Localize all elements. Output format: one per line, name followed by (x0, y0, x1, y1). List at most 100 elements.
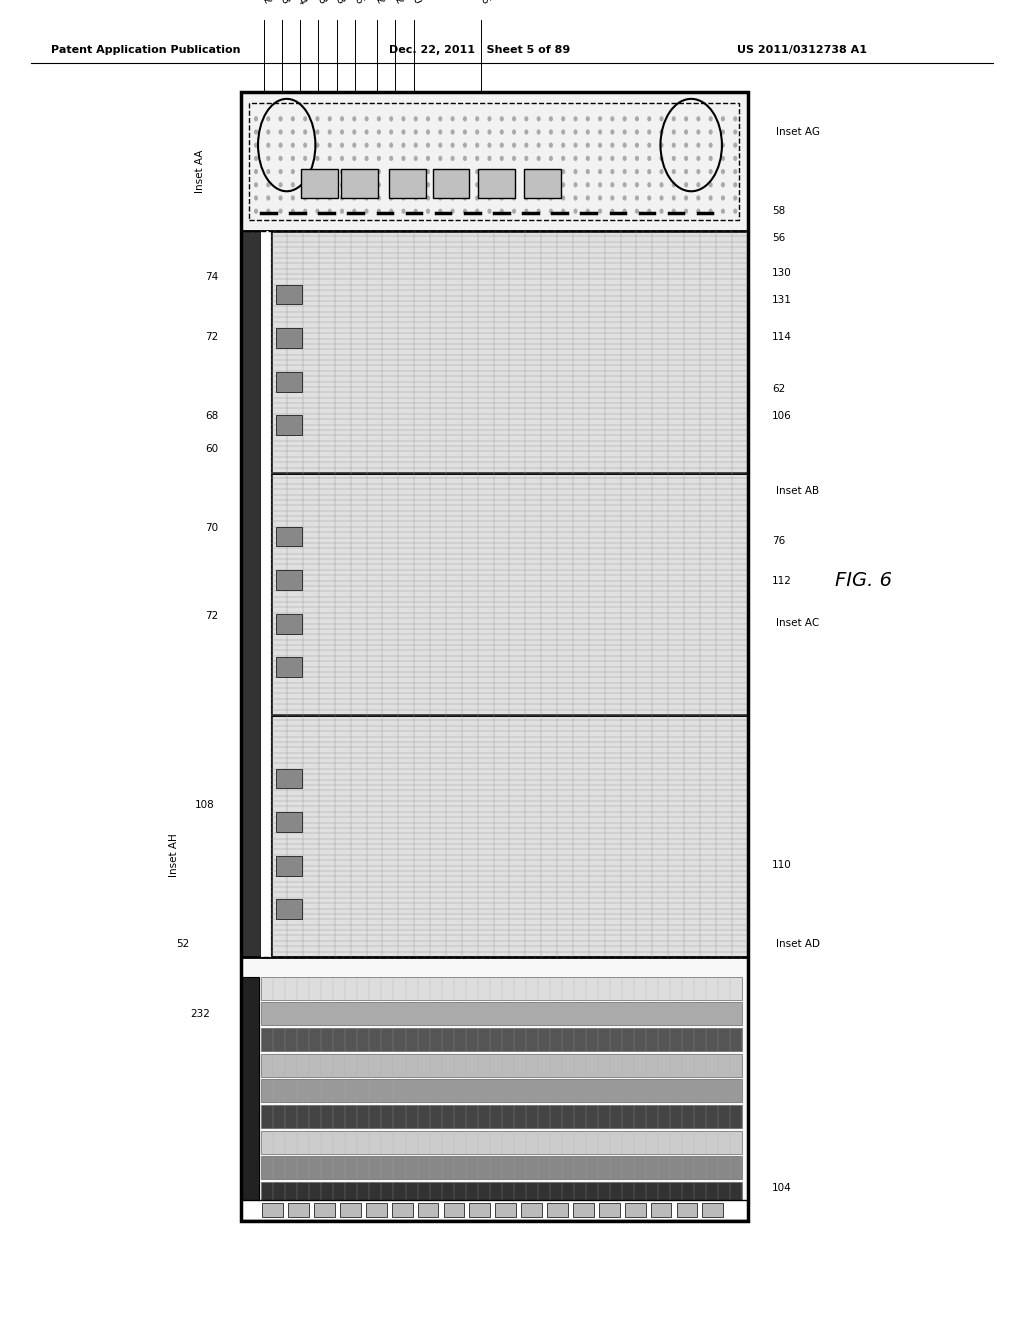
Circle shape (315, 209, 319, 214)
Circle shape (487, 156, 492, 161)
Circle shape (340, 169, 344, 174)
Text: 104: 104 (772, 1183, 792, 1193)
Circle shape (451, 129, 455, 135)
Circle shape (414, 169, 418, 174)
Circle shape (377, 116, 381, 121)
Circle shape (573, 143, 578, 148)
Text: 232: 232 (190, 1008, 210, 1019)
Text: Inset AC: Inset AC (776, 618, 819, 628)
Circle shape (352, 129, 356, 135)
Circle shape (537, 169, 541, 174)
Bar (241, 231, 261, 957)
Circle shape (401, 116, 406, 121)
Circle shape (537, 195, 541, 201)
Circle shape (573, 209, 578, 214)
Circle shape (500, 169, 504, 174)
Circle shape (291, 143, 295, 148)
Circle shape (549, 116, 553, 121)
Bar (314, 1203, 335, 1217)
Circle shape (279, 129, 283, 135)
Circle shape (647, 209, 651, 214)
Circle shape (365, 195, 369, 201)
Text: 114: 114 (772, 331, 792, 342)
Circle shape (561, 129, 565, 135)
Circle shape (696, 169, 700, 174)
Text: 76: 76 (772, 536, 785, 546)
Circle shape (451, 182, 455, 187)
Circle shape (328, 169, 332, 174)
Circle shape (279, 209, 283, 214)
Circle shape (573, 156, 578, 161)
Text: 60: 60 (205, 444, 218, 454)
Circle shape (586, 195, 590, 201)
Bar (276, 570, 302, 590)
Bar (276, 614, 302, 634)
Circle shape (352, 116, 356, 121)
Circle shape (426, 182, 430, 187)
Circle shape (500, 129, 504, 135)
Circle shape (623, 169, 627, 174)
Bar (276, 329, 302, 348)
Circle shape (709, 116, 713, 121)
Circle shape (438, 143, 442, 148)
Circle shape (561, 182, 565, 187)
Circle shape (573, 169, 578, 174)
Circle shape (463, 182, 467, 187)
Bar (261, 1183, 742, 1205)
Circle shape (647, 195, 651, 201)
Circle shape (377, 143, 381, 148)
Circle shape (623, 129, 627, 135)
Bar (432, 169, 469, 198)
Circle shape (389, 169, 393, 174)
Circle shape (647, 116, 651, 121)
Bar (677, 1203, 697, 1217)
Circle shape (352, 169, 356, 174)
Bar (443, 1203, 464, 1217)
Circle shape (610, 143, 614, 148)
Circle shape (266, 195, 270, 201)
Circle shape (365, 169, 369, 174)
Circle shape (512, 143, 516, 148)
Circle shape (426, 195, 430, 201)
Circle shape (303, 129, 307, 135)
Circle shape (254, 143, 258, 148)
Circle shape (598, 182, 602, 187)
Text: Inset AD: Inset AD (776, 939, 820, 949)
Circle shape (303, 182, 307, 187)
Text: Inset AH: Inset AH (169, 833, 179, 878)
Circle shape (672, 129, 676, 135)
Circle shape (512, 169, 516, 174)
Circle shape (365, 143, 369, 148)
Circle shape (672, 182, 676, 187)
Circle shape (279, 182, 283, 187)
Text: 74: 74 (205, 272, 218, 282)
Text: 112: 112 (772, 576, 792, 586)
Circle shape (463, 169, 467, 174)
Bar (261, 1002, 742, 1026)
Circle shape (512, 182, 516, 187)
Circle shape (401, 209, 406, 214)
Circle shape (254, 156, 258, 161)
Bar (271, 473, 748, 715)
Circle shape (377, 195, 381, 201)
Circle shape (315, 129, 319, 135)
Bar (547, 1203, 568, 1217)
Circle shape (524, 182, 528, 187)
Circle shape (598, 143, 602, 148)
Circle shape (500, 116, 504, 121)
Circle shape (709, 129, 713, 135)
Circle shape (561, 116, 565, 121)
Circle shape (438, 129, 442, 135)
Circle shape (291, 156, 295, 161)
Text: 190: 190 (404, 0, 423, 7)
Circle shape (659, 169, 664, 174)
Circle shape (365, 129, 369, 135)
Circle shape (610, 182, 614, 187)
Circle shape (684, 209, 688, 214)
Circle shape (414, 209, 418, 214)
Circle shape (635, 195, 639, 201)
Circle shape (426, 143, 430, 148)
Circle shape (426, 129, 430, 135)
Circle shape (414, 116, 418, 121)
Circle shape (401, 182, 406, 187)
